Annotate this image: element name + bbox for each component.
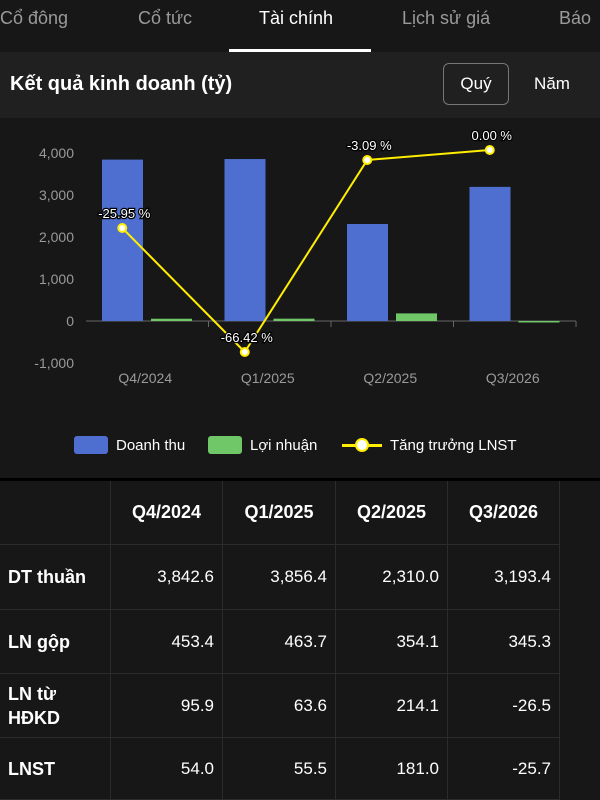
growth-data-label: -3.09 %	[347, 138, 392, 153]
legend-item-revenue[interactable]: Doanh thu	[74, 430, 185, 460]
y-tick-label: -1,000	[34, 355, 74, 371]
table-value-cell: 453.4	[111, 610, 223, 674]
legend-item-profit[interactable]: Lợi nhuận	[208, 430, 317, 460]
chart-area: -1,000 0 1,000 2,000 3,000 4,000 Q4/2024 Q1/202…	[0, 118, 600, 478]
table-value-cell: 2,310.0	[336, 545, 448, 610]
growth-point	[117, 223, 128, 233]
x-tick-label: Q4/2024	[118, 370, 172, 386]
business-results-chart: -1,000 0 1,000 2,000 3,000 4,000 Q4/2024 Q1/202…	[34, 127, 577, 386]
x-tick-label: Q1/2025	[241, 370, 295, 386]
tab-lich-su-gia[interactable]: Lịch sử giá	[402, 8, 491, 28]
tab-bao[interactable]: Báo	[559, 8, 592, 28]
growth-point	[362, 155, 373, 165]
table-value-cell: 63.6	[223, 674, 336, 738]
x-tick-label: Q3/2026	[486, 370, 540, 386]
page-title: Kết quả kinh doanh (tỷ)	[10, 73, 233, 95]
table-row-label: DT thuần	[0, 545, 111, 610]
table-corner-cell	[0, 481, 111, 545]
table-column-header: Q4/2024	[111, 481, 223, 545]
table-value-cell: -26.5	[448, 674, 560, 738]
y-tick-label: 1,000	[39, 271, 74, 287]
growth-line	[121, 149, 490, 354]
profit-bar	[151, 318, 192, 321]
table-value-cell: 54.0	[111, 738, 223, 800]
growth-point	[484, 145, 495, 155]
x-tick-label: Q2/2025	[363, 370, 417, 386]
table-row-label: LNST	[0, 738, 111, 800]
table-value-cell: 214.1	[336, 674, 448, 738]
legend-label-revenue: Doanh thu	[116, 436, 186, 454]
table-value-cell: 95.9	[111, 674, 223, 738]
profit-swatch	[208, 436, 242, 454]
growth-point	[239, 347, 250, 357]
table-column-header: Q2/2025	[336, 481, 448, 545]
table-value-cell: -25.7	[448, 738, 560, 800]
financial-table: Q4/2024 Q1/2025 Q2/2025 Q3/2026 DT thuần 3,84…	[0, 481, 600, 800]
table-row-label: LN gộp	[0, 610, 111, 674]
y-tick-label: 4,000	[39, 145, 74, 161]
y-tick-label: 0	[66, 313, 74, 329]
table-value-cell: 181.0	[336, 738, 448, 800]
tab-bar: Cổ đông Cổ tức Tài chính Lịch sử giá Báo	[0, 0, 600, 52]
growth-data-label: -66.42 %	[221, 330, 273, 345]
table-value-cell: 463.7	[223, 610, 336, 674]
chart-legend: Doanh thu Lợi nhuận Tăng trưởng LNST	[0, 430, 600, 460]
table-value-cell: 345.3	[448, 610, 560, 674]
revenue-bar	[102, 159, 143, 321]
tab-co-dong[interactable]: Cổ đông	[0, 8, 69, 28]
growth-swatch	[342, 436, 382, 454]
profit-bar	[518, 321, 560, 323]
table-value-cell: 354.1	[336, 610, 448, 674]
table-column-header: Q3/2026	[448, 481, 560, 545]
quarter-button[interactable]: Quý	[443, 63, 509, 105]
growth-data-label: 0.00 %	[472, 128, 513, 143]
y-tick-label: 2,000	[39, 229, 74, 245]
table-row-label: LN từ HĐKD	[0, 674, 111, 738]
revenue-swatch	[74, 436, 108, 454]
table-value-cell: 3,193.4	[448, 545, 560, 610]
growth-data-label: -25.95 %	[98, 206, 150, 221]
y-tick-label: 3,000	[39, 187, 74, 203]
revenue-bar	[224, 159, 266, 321]
profit-bar	[396, 313, 437, 321]
tab-tai-chinh[interactable]: Tài chính	[259, 8, 334, 28]
table-value-cell: 3,842.6	[111, 545, 223, 610]
legend-item-growth[interactable]: Tăng trưởng LNST	[342, 430, 517, 460]
legend-label-profit: Lợi nhuận	[250, 436, 318, 454]
table-value-cell: 55.5	[223, 738, 336, 800]
active-tab-indicator	[229, 49, 371, 52]
table-column-header: Q1/2025	[223, 481, 336, 545]
revenue-bar	[347, 223, 388, 321]
legend-label-growth: Tăng trưởng LNST	[390, 436, 517, 454]
revenue-bar	[469, 186, 511, 321]
profit-bar	[273, 318, 315, 321]
table-value-cell: 3,856.4	[223, 545, 336, 610]
year-button[interactable]: Năm	[534, 74, 570, 93]
tab-co-tuc[interactable]: Cổ tức	[138, 8, 193, 28]
